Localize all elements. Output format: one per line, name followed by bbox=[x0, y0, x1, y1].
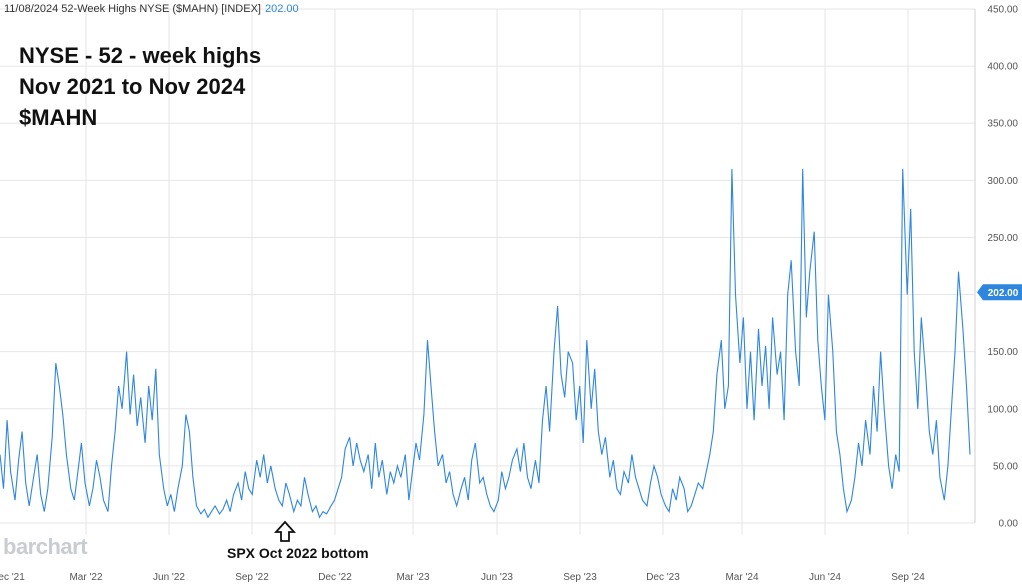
series-line-mahn bbox=[0, 168, 971, 519]
overlay-title-line-1: NYSE - 52 - week highs bbox=[19, 43, 262, 68]
last-value-badge: 202.00 bbox=[977, 284, 1022, 301]
x-tick-label: Jun '22 bbox=[153, 572, 185, 583]
y-tick-label: 400.00 bbox=[987, 62, 1018, 73]
overlay-title: NYSE - 52 - week highs Nov 2021 to Nov 2… bbox=[19, 40, 261, 133]
y-tick-label: 300.00 bbox=[987, 176, 1018, 187]
x-tick-label: Sep '23 bbox=[563, 572, 597, 583]
x-tick-label: Dec '23 bbox=[646, 572, 680, 583]
y-tick-label: 150.00 bbox=[987, 347, 1018, 358]
barchart-watermark-logo: barchart bbox=[3, 534, 88, 559]
annotation-label: SPX Oct 2022 bottom bbox=[227, 545, 369, 561]
x-tick-label: Jun '23 bbox=[481, 572, 513, 583]
up-arrow-icon bbox=[273, 520, 297, 542]
y-tick-label: 250.00 bbox=[987, 233, 1018, 244]
y-gridlines bbox=[0, 8, 975, 524]
y-tick-label: 350.00 bbox=[987, 119, 1018, 130]
last-value-label: 202.00 bbox=[988, 288, 1019, 299]
x-gridlines bbox=[85, 9, 909, 535]
y-tick-label: 0.00 bbox=[999, 519, 1019, 530]
chart-header-value: 202.00 bbox=[264, 3, 299, 15]
x-tick-label: Sep '24 bbox=[891, 572, 925, 583]
x-tick-label: Sep '22 bbox=[235, 572, 269, 583]
x-tick-label: Mar '22 bbox=[69, 572, 102, 583]
y-tick-label: 100.00 bbox=[987, 404, 1018, 415]
chart-header-text: 11/08/2024 52-Week Highs NYSE ($MAHN) [I… bbox=[4, 3, 261, 15]
last-value-badge-shape bbox=[977, 284, 1022, 301]
overlay-title-line-3: $MAHN bbox=[19, 105, 98, 130]
x-tick-label: Mar '24 bbox=[725, 572, 758, 583]
x-axis-ticks: Dec '21 Mar '22 Jun '22 Sep '22 Dec '22 Mar '… bbox=[0, 572, 925, 583]
x-tick-label: Mar '23 bbox=[396, 572, 429, 583]
y-tick-label: 50.00 bbox=[993, 461, 1018, 472]
x-tick-label: Jun '24 bbox=[809, 572, 841, 583]
y-axis-ticks: 0.0050.00100.00150.00200.00250.00300.003… bbox=[987, 5, 1018, 530]
x-tick-label: Dec '21 bbox=[0, 572, 25, 583]
overlay-title-line-2: Nov 2021 to Nov 2024 bbox=[19, 74, 246, 99]
x-tick-label: Dec '22 bbox=[318, 572, 352, 583]
y-tick-label: 450.00 bbox=[987, 5, 1018, 16]
chart-header: 11/08/2024 52-Week Highs NYSE ($MAHN) [I… bbox=[4, 3, 299, 15]
